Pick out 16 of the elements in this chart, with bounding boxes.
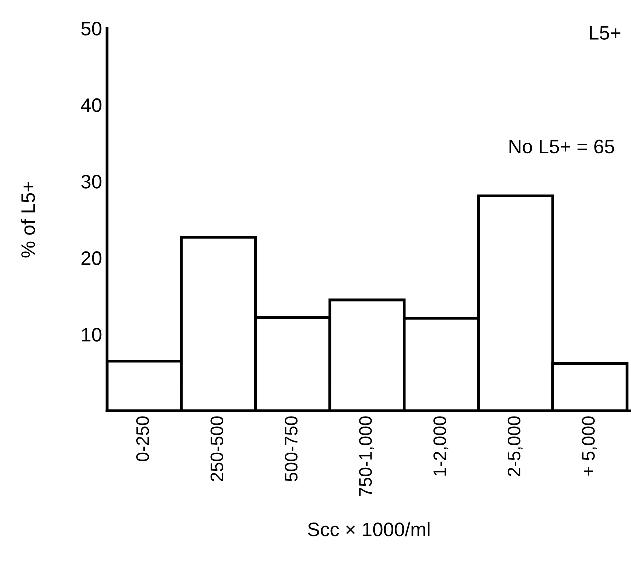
y-tick-label: 20 xyxy=(82,252,102,266)
x-tick-label: 0-250 xyxy=(136,416,150,462)
x-tick-label: 750-1,000 xyxy=(359,416,374,496)
y-tick-label: 50 xyxy=(82,22,102,36)
x-tick-label: 1-2,000 xyxy=(434,416,449,476)
y-tick-label: 30 xyxy=(82,175,102,189)
chart-title: L5+ xyxy=(590,26,621,40)
y-axis-title: % of L5+ xyxy=(21,182,36,258)
y-tick-label: 10 xyxy=(82,328,102,342)
x-tick-label: 2-5,000 xyxy=(508,416,523,476)
x-axis-title: Scc × 1000/ml xyxy=(308,522,430,537)
x-tick-label: + 5,000 xyxy=(582,416,598,476)
x-tick-label: 500-750 xyxy=(285,416,298,482)
annotation: No L5+ = 65 xyxy=(510,140,614,154)
y-tick-label: 40 xyxy=(81,98,102,112)
x-tick-label: 250-500 xyxy=(210,416,224,482)
